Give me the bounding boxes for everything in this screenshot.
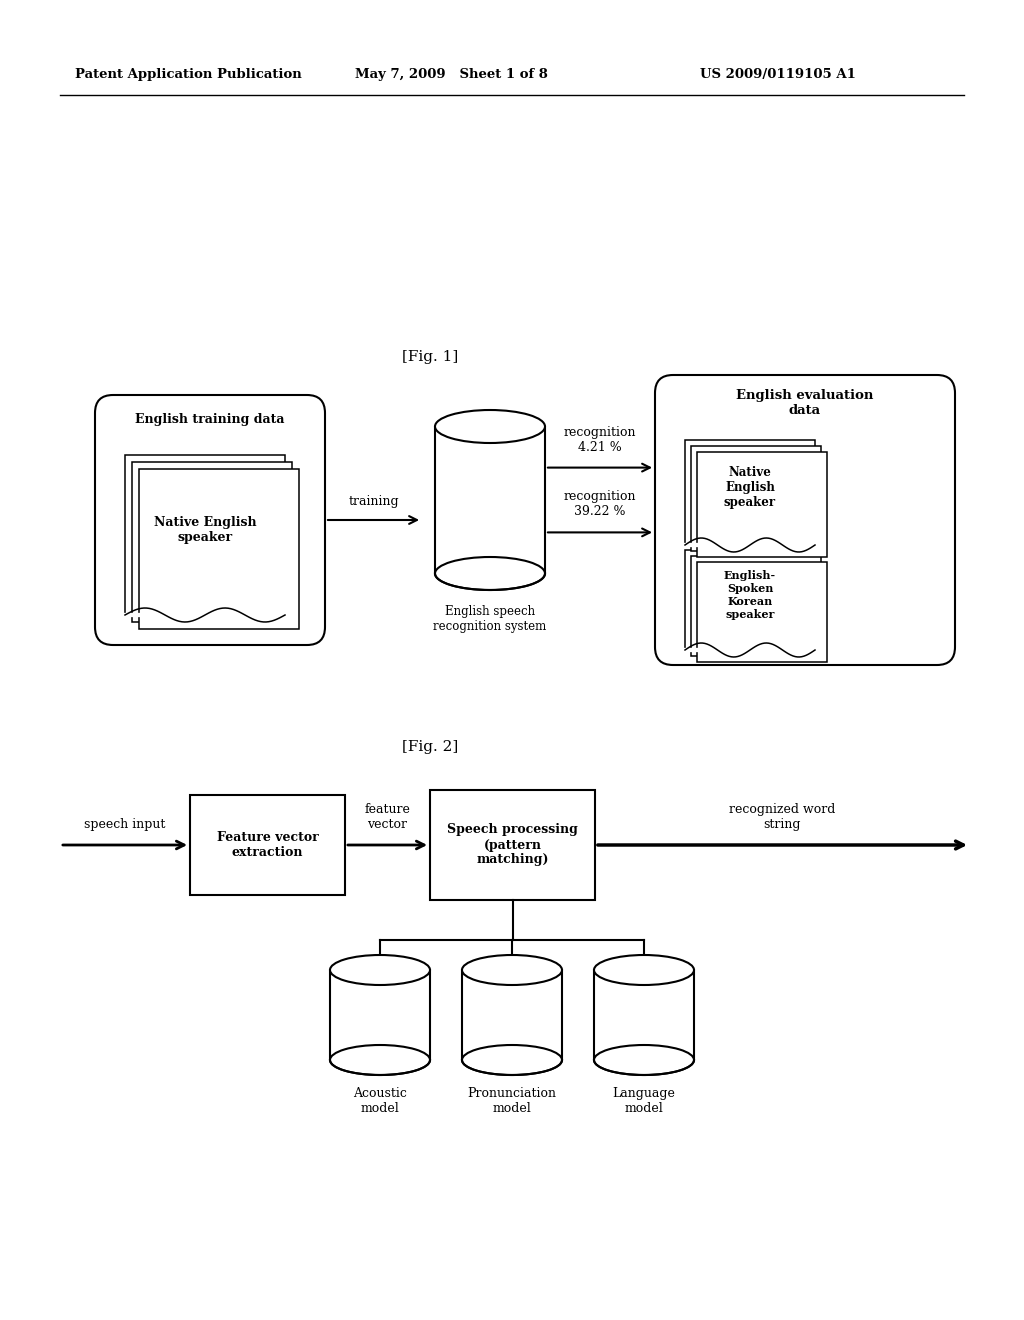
Text: feature
vector: feature vector bbox=[365, 803, 411, 832]
Text: [Fig. 2]: [Fig. 2] bbox=[401, 741, 458, 754]
Text: Speech processing
(pattern
matching): Speech processing (pattern matching) bbox=[447, 824, 578, 866]
Text: English-
Spoken
Korean
speaker: English- Spoken Korean speaker bbox=[724, 570, 776, 619]
FancyBboxPatch shape bbox=[655, 375, 955, 665]
Text: English evaluation
data: English evaluation data bbox=[736, 389, 873, 417]
FancyBboxPatch shape bbox=[95, 395, 325, 645]
Text: Native
English
speaker: Native English speaker bbox=[724, 466, 776, 510]
Text: recognized word
string: recognized word string bbox=[729, 803, 836, 832]
Text: Patent Application Publication: Patent Application Publication bbox=[75, 69, 302, 81]
Text: English training data: English training data bbox=[135, 413, 285, 426]
Text: Acoustic
model: Acoustic model bbox=[353, 1086, 407, 1115]
Text: training: training bbox=[348, 495, 398, 508]
Text: US 2009/0119105 A1: US 2009/0119105 A1 bbox=[700, 69, 856, 81]
Bar bbox=[594, 970, 694, 1060]
Text: Pronunciation
model: Pronunciation model bbox=[468, 1086, 556, 1115]
Bar bbox=[685, 550, 815, 649]
Bar bbox=[691, 556, 821, 656]
Text: [Fig. 1]: [Fig. 1] bbox=[401, 350, 458, 364]
Bar bbox=[435, 426, 545, 573]
Ellipse shape bbox=[594, 1045, 694, 1074]
Ellipse shape bbox=[594, 954, 694, 985]
Bar bbox=[697, 562, 827, 663]
Ellipse shape bbox=[330, 1045, 430, 1074]
Text: recognition
39.22 %: recognition 39.22 % bbox=[564, 491, 636, 519]
Bar bbox=[697, 451, 827, 557]
Ellipse shape bbox=[435, 411, 545, 444]
Text: Feature vector
extraction: Feature vector extraction bbox=[217, 832, 318, 859]
Text: speech input: speech input bbox=[84, 818, 166, 832]
Bar bbox=[132, 462, 292, 622]
Bar bbox=[462, 970, 562, 1060]
Bar bbox=[125, 455, 285, 615]
Text: Native English
speaker: Native English speaker bbox=[154, 516, 256, 544]
Bar bbox=[691, 446, 821, 550]
Text: English speech
recognition system: English speech recognition system bbox=[433, 605, 547, 634]
Text: Language
model: Language model bbox=[612, 1086, 676, 1115]
Bar bbox=[685, 440, 815, 545]
Ellipse shape bbox=[462, 954, 562, 985]
Ellipse shape bbox=[462, 1045, 562, 1074]
Bar bbox=[430, 789, 595, 900]
Bar bbox=[139, 469, 299, 630]
Ellipse shape bbox=[330, 954, 430, 985]
Text: recognition
4.21 %: recognition 4.21 % bbox=[564, 425, 636, 454]
Bar bbox=[190, 795, 345, 895]
Text: May 7, 2009   Sheet 1 of 8: May 7, 2009 Sheet 1 of 8 bbox=[355, 69, 548, 81]
Bar bbox=[330, 970, 430, 1060]
Ellipse shape bbox=[435, 557, 545, 590]
